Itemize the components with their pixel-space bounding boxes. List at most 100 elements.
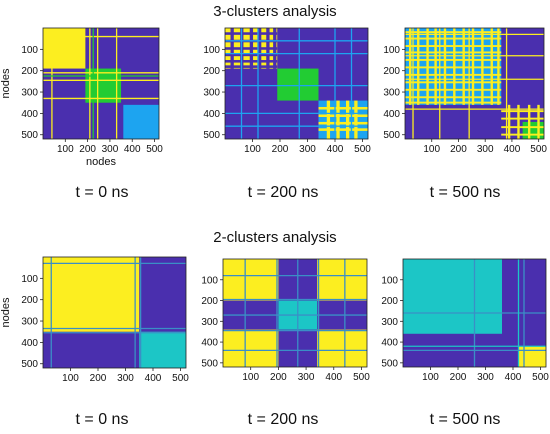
cluster-block xyxy=(317,329,367,367)
section-title-2-clusters: 2-clusters analysis xyxy=(213,229,337,246)
stripe-horizontal xyxy=(225,60,278,63)
cluster-block xyxy=(277,68,319,101)
stripe-horizontal xyxy=(405,88,502,91)
stripe-vertical xyxy=(537,104,540,139)
y-tick-label: 500 xyxy=(21,359,38,370)
y-tick-label: 300 xyxy=(383,88,400,99)
heatmap-frame xyxy=(404,27,545,140)
x-tick-label: 500 xyxy=(532,372,549,383)
stripe-vertical xyxy=(462,28,465,105)
y-tick-label: 300 xyxy=(21,88,38,99)
stripe-horizontal xyxy=(501,117,544,120)
y-tick-label: 500 xyxy=(383,130,400,141)
y-tick-label: 300 xyxy=(381,317,398,328)
x-tick-label: 200 xyxy=(450,144,467,155)
x-tick-label: 400 xyxy=(325,372,342,383)
stripe-horizontal xyxy=(501,133,544,136)
stripe-horizontal xyxy=(318,106,368,110)
y-tick-label: 100 xyxy=(203,45,220,56)
y-tick-label: 400 xyxy=(21,109,38,120)
x-tick-label: 500 xyxy=(172,373,189,384)
stripe-vertical xyxy=(273,28,277,69)
stripe-horizontal xyxy=(501,126,544,129)
stripe-horizontal xyxy=(405,81,502,84)
heatmap-frame xyxy=(42,256,187,369)
cluster-block xyxy=(139,331,186,368)
y-tick-label: 400 xyxy=(201,338,218,349)
cluster-block xyxy=(223,329,279,367)
heatmap-frame xyxy=(224,27,369,140)
cluster-block xyxy=(43,28,86,69)
cluster-block xyxy=(317,259,367,301)
x-tick-label: 400 xyxy=(327,144,344,155)
x-tick-label: 400 xyxy=(505,372,522,383)
x-tick-label: 300 xyxy=(102,144,119,155)
x-tick-label: 100 xyxy=(242,372,259,383)
x-tick-label: 200 xyxy=(79,144,96,155)
heatmap-frame xyxy=(222,258,368,368)
time-label-top-500: t = 500 ns xyxy=(429,184,501,201)
x-tick-label: 300 xyxy=(477,372,494,383)
y-tick-label: 400 xyxy=(383,109,400,120)
y-tick-label: 300 xyxy=(21,317,38,328)
y-tick-label: 400 xyxy=(381,338,398,349)
stripe-horizontal xyxy=(405,73,502,76)
y-tick-label: 200 xyxy=(21,66,38,77)
cluster-block xyxy=(518,346,546,367)
y-tick-label: 500 xyxy=(21,130,38,141)
cluster-block xyxy=(403,259,502,334)
x-tick-label: 300 xyxy=(299,144,316,155)
cluster-block xyxy=(123,104,159,139)
y-tick-label: 500 xyxy=(201,358,218,369)
stripe-horizontal xyxy=(318,128,368,131)
y-axis-label: nodes xyxy=(0,297,12,327)
y-tick-label: 200 xyxy=(201,296,218,307)
stripe-vertical xyxy=(490,28,493,105)
y-tick-label: 200 xyxy=(383,66,400,77)
stripe-horizontal xyxy=(318,114,368,118)
x-tick-label: 100 xyxy=(422,372,439,383)
y-tick-label: 100 xyxy=(201,275,218,286)
x-tick-label: 400 xyxy=(504,144,521,155)
x-tick-label: 300 xyxy=(117,373,134,384)
y-tick-label: 200 xyxy=(381,296,398,307)
stripe-vertical xyxy=(527,104,531,139)
stripe-vertical xyxy=(471,28,475,105)
time-label-bottom-0: t = 0 ns xyxy=(75,411,129,428)
stripe-horizontal xyxy=(225,65,278,68)
stripe-vertical xyxy=(266,28,270,69)
section-title-3-clusters: 3-clusters analysis xyxy=(213,3,337,20)
cluster-block xyxy=(522,121,544,139)
stripe-horizontal xyxy=(225,47,278,50)
stripe-vertical xyxy=(517,104,520,139)
time-label-bottom-500: t = 500 ns xyxy=(429,411,501,428)
x-tick-label: 500 xyxy=(353,372,370,383)
x-tick-label: 200 xyxy=(270,372,287,383)
y-tick-label: 300 xyxy=(203,88,220,99)
stripe-vertical xyxy=(336,100,340,139)
x-tick-label: 300 xyxy=(477,144,494,155)
y-tick-label: 200 xyxy=(21,295,38,306)
y-tick-label: 400 xyxy=(203,109,220,120)
time-label-bottom-200: t = 200 ns xyxy=(247,411,319,428)
x-tick-label: 400 xyxy=(124,144,141,155)
x-tick-label: 500 xyxy=(354,144,371,155)
time-label-top-200: t = 200 ns xyxy=(247,184,319,201)
y-tick-label: 500 xyxy=(381,358,398,369)
y-tick-label: 300 xyxy=(201,317,218,328)
stripe-horizontal xyxy=(225,53,278,57)
y-tick-label: 100 xyxy=(21,274,38,285)
heatmap-frame xyxy=(402,258,547,368)
y-tick-label: 100 xyxy=(21,45,38,56)
x-tick-label: 500 xyxy=(146,144,163,155)
stripe-horizontal xyxy=(405,96,502,99)
x-tick-label: 300 xyxy=(298,372,315,383)
y-tick-label: 100 xyxy=(381,275,398,286)
x-tick-label: 100 xyxy=(62,373,79,384)
heatmap-frame xyxy=(42,27,160,140)
x-tick-label: 100 xyxy=(423,144,440,155)
stripe-horizontal xyxy=(405,101,502,104)
x-tick-label: 100 xyxy=(57,144,74,155)
y-tick-label: 100 xyxy=(383,45,400,56)
stripe-vertical xyxy=(507,104,511,139)
